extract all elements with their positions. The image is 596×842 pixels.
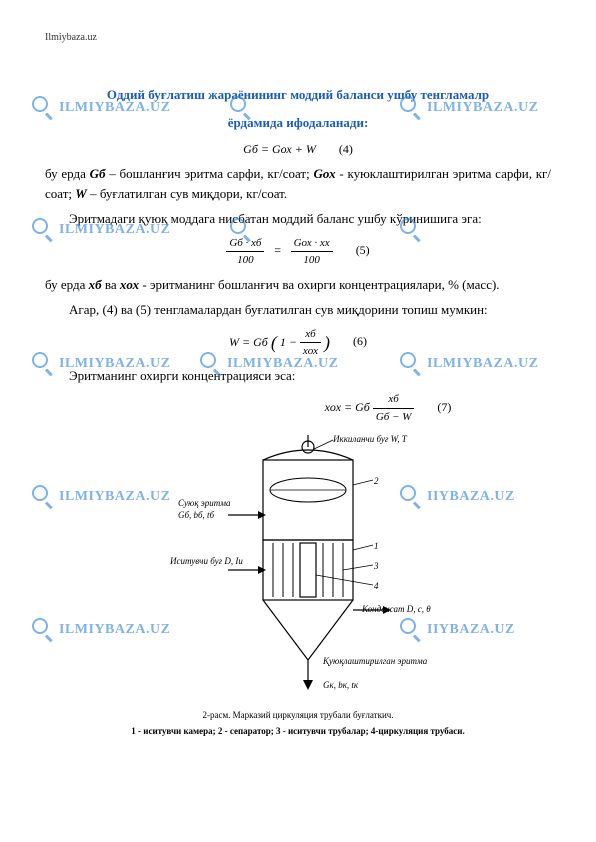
diagram-label-3: 3 bbox=[374, 560, 379, 574]
diagram-label-cond: Конденсат D, с, θ bbox=[362, 603, 431, 617]
site-name: Ilmiybaza.uz bbox=[45, 32, 97, 43]
diagram-label-left1b: Gб, bб, tб bbox=[178, 509, 214, 523]
figure-bold-caption: 1 - иситувчи камера; 2 - сепаратор; 3 - … bbox=[45, 725, 551, 739]
document-subtitle: ёрдамида ифодаланади: bbox=[45, 113, 551, 133]
paragraph-4: Агар, (4) ва (5) тенгламалардан буғлатил… bbox=[45, 300, 551, 320]
paragraph-1: бу ерда Gб – бошланғич эритма сарфи, кг/… bbox=[45, 164, 551, 203]
diagram-label-1: 1 bbox=[374, 540, 379, 554]
diagram-label-4: 4 bbox=[374, 580, 379, 594]
document-title: Оддий буғлатиш жараёнининг моддий баланс… bbox=[45, 85, 551, 105]
page-header: Ilmiybaza.uz bbox=[45, 30, 551, 45]
watermark: ILMIYBAZA.UZ bbox=[32, 618, 170, 640]
diagram-label-left2: Иситувчи буғ D, Iи bbox=[170, 555, 243, 569]
diagram-label-2: 2 bbox=[374, 475, 379, 489]
diagram-label-top: Иккиланчи буғ W, T bbox=[333, 433, 407, 447]
equation-4: Gб = Gох + W (4) bbox=[45, 140, 551, 158]
equation-6: W = Gб ( 1 − xб xох ) (6) bbox=[45, 326, 551, 360]
figure-caption: 2-расм. Марказий циркуляция трубали буғл… bbox=[45, 709, 551, 723]
watermark: ILMIYBAZA.UZ bbox=[32, 485, 170, 507]
equation-5: Gб · xб 100 = Gох · xх 100 (5) bbox=[45, 235, 551, 269]
equation-7: xох = Gб xб Gб − W (7) bbox=[225, 391, 551, 425]
diagram-label-bottom: Қуюқлаштирилган эритма bbox=[323, 655, 443, 669]
evaporator-diagram: Иккиланчи буғ W, T Суюқ эритма Gб, bб, t… bbox=[158, 435, 438, 705]
paragraph-5: Эритманинг охирги концентрацияси эса: bbox=[45, 366, 551, 386]
paragraph-2: Эритмадаги қуюқ моддага нисбатан моддий … bbox=[45, 209, 551, 229]
paragraph-3: бу ерда xб ва xох - эритманинг бошланғич… bbox=[45, 275, 551, 295]
diagram-label-bottom3: Gк, bк, tк bbox=[323, 679, 358, 693]
